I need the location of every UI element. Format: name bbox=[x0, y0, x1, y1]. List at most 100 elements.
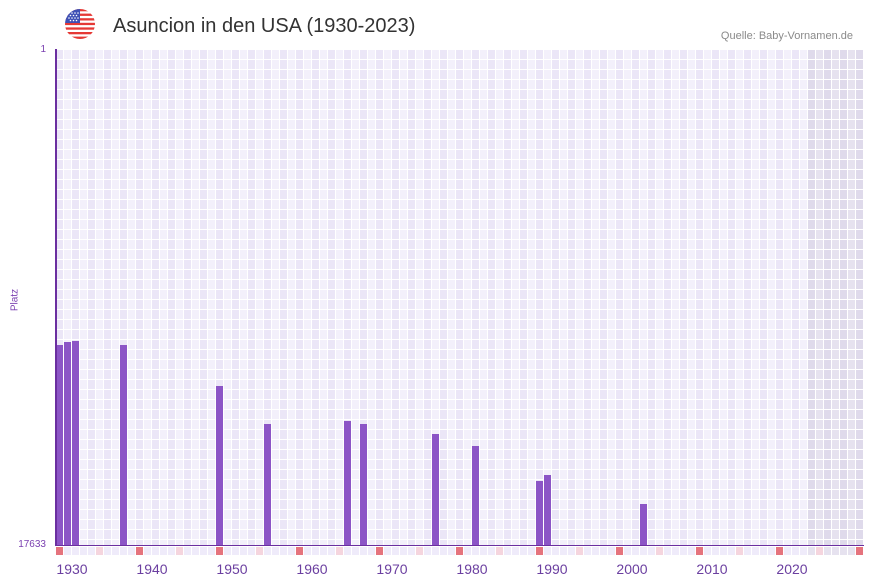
grid-column bbox=[136, 50, 143, 545]
bar-1990[interactable] bbox=[536, 481, 543, 545]
year-marker bbox=[272, 547, 279, 555]
x-tick-label: 1960 bbox=[296, 561, 328, 577]
year-marker bbox=[184, 547, 191, 555]
year-marker bbox=[720, 547, 727, 555]
grid-column bbox=[544, 50, 551, 545]
grid-column bbox=[448, 50, 455, 545]
grid-column bbox=[744, 50, 751, 545]
x-tick-label: 1930 bbox=[56, 561, 88, 577]
grid-column bbox=[384, 50, 391, 545]
grid-column bbox=[72, 50, 79, 545]
bar-1982[interactable] bbox=[472, 446, 479, 545]
grid-column bbox=[440, 50, 447, 545]
grid-column bbox=[392, 50, 399, 545]
bar-1956[interactable] bbox=[264, 424, 271, 545]
year-marker bbox=[344, 547, 351, 555]
year-marker bbox=[504, 547, 511, 555]
grid-column bbox=[272, 50, 279, 545]
year-marker bbox=[568, 547, 575, 555]
bar-1966[interactable] bbox=[344, 421, 351, 545]
bar-1977[interactable] bbox=[432, 434, 439, 545]
bar-1968[interactable] bbox=[360, 424, 367, 545]
half-decade-marker bbox=[816, 547, 823, 555]
bar-1932[interactable] bbox=[72, 341, 79, 545]
grid-column bbox=[808, 50, 815, 545]
grid-column bbox=[648, 50, 655, 545]
grid-column bbox=[720, 50, 727, 545]
x-tick-label: 2000 bbox=[616, 561, 648, 577]
grid-column bbox=[160, 50, 167, 545]
x-axis-baseline bbox=[55, 544, 864, 546]
grid-column bbox=[80, 50, 87, 545]
grid-column bbox=[88, 50, 95, 545]
year-marker bbox=[304, 547, 311, 555]
grid-column bbox=[824, 50, 831, 545]
grid-column bbox=[360, 50, 367, 545]
year-marker bbox=[80, 547, 87, 555]
grid-column bbox=[200, 50, 207, 545]
bar-1930[interactable] bbox=[56, 345, 63, 545]
x-tick-label: 1970 bbox=[376, 561, 408, 577]
y-tick-top: 1 bbox=[40, 44, 46, 55]
bar-1938[interactable] bbox=[120, 345, 127, 545]
grid-column bbox=[600, 50, 607, 545]
half-decade-marker bbox=[576, 547, 583, 555]
year-marker bbox=[760, 547, 767, 555]
grid-column bbox=[592, 50, 599, 545]
grid-column bbox=[520, 50, 527, 545]
year-marker bbox=[784, 547, 791, 555]
grid-column bbox=[512, 50, 519, 545]
grid-column bbox=[320, 50, 327, 545]
year-marker bbox=[432, 547, 439, 555]
half-decade-marker bbox=[336, 547, 343, 555]
x-tick-label: 1980 bbox=[456, 561, 488, 577]
year-marker bbox=[240, 547, 247, 555]
grid-column bbox=[432, 50, 439, 545]
bar-2003[interactable] bbox=[640, 503, 647, 545]
year-marker bbox=[248, 547, 255, 555]
year-marker bbox=[88, 547, 95, 555]
bar-1950[interactable] bbox=[216, 386, 223, 545]
grid-column bbox=[760, 50, 767, 545]
decade-marker bbox=[296, 547, 303, 555]
year-marker bbox=[520, 547, 527, 555]
grid-column bbox=[488, 50, 495, 545]
bar-1991[interactable] bbox=[544, 474, 551, 545]
grid-column bbox=[680, 50, 687, 545]
grid-column bbox=[424, 50, 431, 545]
grid-column bbox=[64, 50, 71, 545]
year-marker bbox=[144, 547, 151, 555]
year-marker bbox=[232, 547, 239, 555]
grid-column bbox=[248, 50, 255, 545]
grid-column bbox=[728, 50, 735, 545]
half-decade-marker bbox=[656, 547, 663, 555]
year-marker bbox=[440, 547, 447, 555]
grid-column bbox=[216, 50, 223, 545]
grid-column bbox=[672, 50, 679, 545]
year-marker bbox=[744, 547, 751, 555]
bar-1931[interactable] bbox=[64, 342, 71, 545]
grid-column bbox=[368, 50, 375, 545]
year-marker bbox=[688, 547, 695, 555]
grid-column bbox=[96, 50, 103, 545]
year-marker bbox=[192, 547, 199, 555]
grid-column bbox=[176, 50, 183, 545]
grid-column bbox=[376, 50, 383, 545]
year-marker bbox=[160, 547, 167, 555]
year-marker bbox=[728, 547, 735, 555]
half-decade-marker bbox=[416, 547, 423, 555]
grid-column bbox=[496, 50, 503, 545]
decade-marker bbox=[536, 547, 543, 555]
decade-marker bbox=[776, 547, 783, 555]
year-marker bbox=[224, 547, 231, 555]
grid-column bbox=[752, 50, 759, 545]
year-marker bbox=[832, 547, 839, 555]
year-marker bbox=[584, 547, 591, 555]
year-marker bbox=[408, 547, 415, 555]
x-tick-label: 1990 bbox=[536, 561, 568, 577]
grid-column bbox=[256, 50, 263, 545]
grid-column bbox=[856, 50, 863, 545]
year-marker bbox=[152, 547, 159, 555]
grid-column bbox=[504, 50, 511, 545]
grid-column bbox=[816, 50, 823, 545]
